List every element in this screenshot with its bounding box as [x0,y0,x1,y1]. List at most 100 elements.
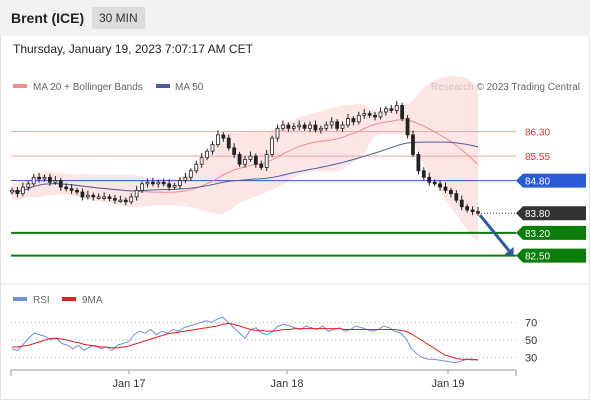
candle [470,206,475,216]
level-label-resistance: 86.30 [525,128,550,139]
candle [140,181,144,193]
candle-body [449,189,453,195]
candle-body [405,118,410,136]
candle-body [421,170,426,178]
ma50-legend-swatch [156,84,170,88]
candle [172,182,177,190]
candle [58,177,63,191]
candle-body [10,189,14,193]
candle-body [205,150,209,159]
candle [302,122,307,131]
timestamp: Thursday, January 19, 2023 7:07:17 AM CE… [13,42,253,56]
candle [400,102,405,122]
candle [329,117,334,129]
candle [123,197,128,206]
candle [356,111,361,125]
candle [351,115,356,126]
arrow-shaft [478,214,511,252]
candle [205,148,209,161]
candle [69,184,74,194]
candle [248,151,253,162]
candle [37,172,41,183]
candle [432,179,437,187]
candle-body [443,186,448,191]
candle-body [286,124,291,129]
candle [232,143,237,159]
candle-body [75,189,79,193]
candle-body [48,176,52,183]
candle [145,178,150,188]
x-axis-labels: Jan 17 Jan 18 Jan 19 [112,370,465,390]
candle-body [243,158,247,165]
candle-body [167,183,172,188]
candle-body [248,155,253,160]
level-tag-support [516,225,586,240]
candle [340,121,345,132]
candle-body [432,181,437,185]
candle-body [356,114,361,123]
candle [459,195,464,211]
candle-body [145,181,150,185]
candle [134,185,139,201]
rsi-panel: 70 50 30 [11,316,537,365]
candle-body [64,186,69,190]
candle [281,120,285,131]
candle-body [459,199,464,208]
candle [476,207,480,216]
candle-body [389,108,394,111]
level-label-support: 82.50 [525,252,550,263]
candle-body [351,118,356,123]
candle-body [270,137,274,155]
candle [194,160,199,174]
level-tag-last [516,206,586,221]
candle [226,134,231,151]
candle-body [237,154,242,165]
candle [286,122,291,132]
candle-body [199,157,204,165]
x-tick-label: Jan 17 [112,378,145,390]
candle [64,183,69,192]
candle [324,121,329,131]
price-levels [11,131,516,257]
candle [129,193,134,205]
candle [416,151,421,175]
candle [438,180,442,191]
header-bar: Brent (ICE) 30 MIN [0,0,590,36]
candle [275,124,280,142]
candle [96,193,101,200]
candle-body [20,186,25,195]
credit-text: Research © 2023 Trading Central [431,82,580,93]
candle-body [226,137,231,149]
candle [394,100,399,114]
candle-body [394,105,399,111]
candle-body [253,155,258,165]
candle [31,173,36,187]
candle [259,160,264,171]
candle-body [416,154,421,172]
candle-body [188,170,193,178]
candle [10,187,14,195]
instrument-title: Brent (ICE) [11,10,85,26]
candle [156,179,161,188]
candle [42,174,47,182]
candle [107,194,112,202]
rsi-tick-label: 30 [525,353,537,365]
candle-body [118,199,123,203]
timeframe-badge[interactable]: 30 MIN [92,7,145,29]
candle [20,182,25,197]
candle-body [302,124,307,129]
candle-body [210,144,215,152]
candle-body [150,181,155,185]
rsi-ma9-line [12,322,479,361]
ma9-legend-label: 9MA [82,295,103,306]
ma50-line [11,141,479,193]
candle [264,149,269,172]
level-label-support: 83.20 [525,229,550,240]
rsi-tick-label: 70 [525,318,537,330]
candle [26,181,31,191]
candle [237,151,242,167]
candle-body [281,124,285,129]
candle [291,123,296,131]
candle [362,109,367,119]
candle-body [129,196,134,203]
